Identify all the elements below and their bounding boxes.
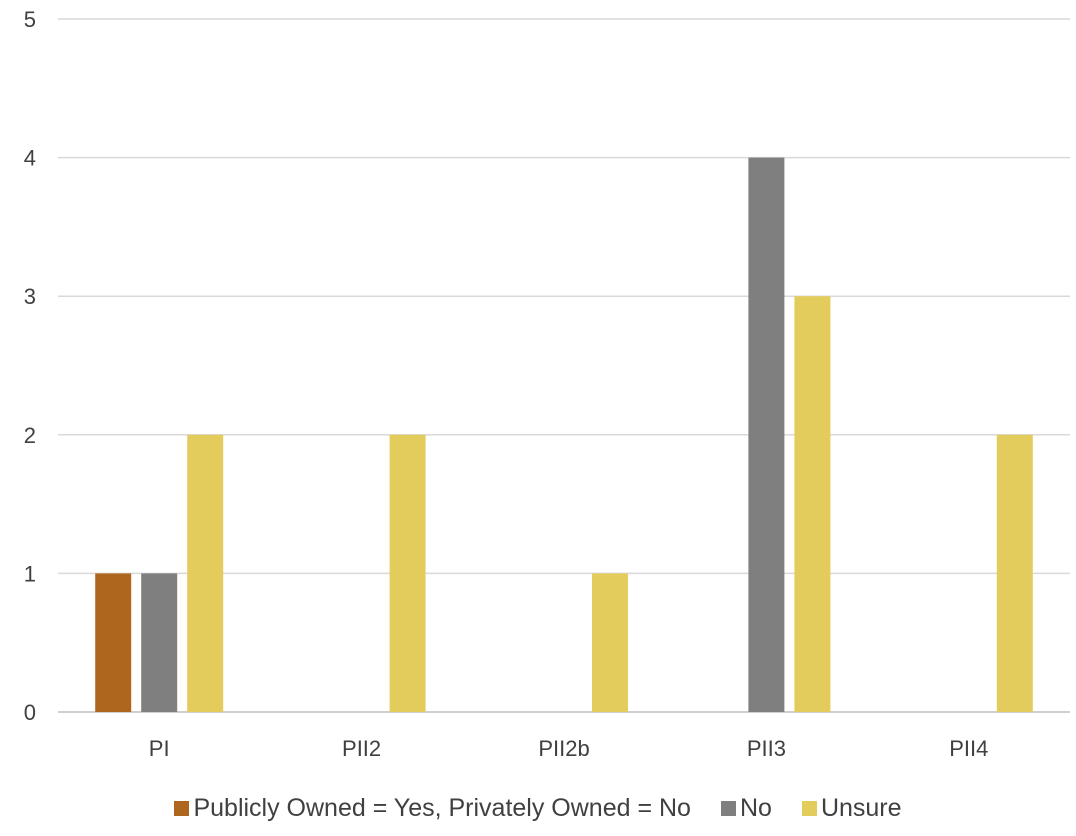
bars <box>95 157 1033 713</box>
legend-item-series-2: Unsure <box>801 793 902 823</box>
x-tick-label: PII2b <box>538 736 589 761</box>
bar-pi-series-2 <box>187 434 224 712</box>
x-tick-label: PI <box>149 736 170 761</box>
bar-pii4-series-2 <box>996 434 1033 712</box>
y-tick-label: 0 <box>24 700 36 725</box>
legend-swatch-series-2 <box>801 800 817 816</box>
legend: Publicly Owned = Yes, Privately Owned = … <box>0 788 1076 828</box>
y-tick-label: 2 <box>24 423 36 448</box>
legend-item-series-1: No <box>720 793 772 823</box>
legend-item-series-0: Publicly Owned = Yes, Privately Owned = … <box>174 794 691 823</box>
bar-pii3-series-2 <box>794 296 831 712</box>
x-tick-label: PII4 <box>949 736 988 761</box>
legend-swatch-series-0 <box>174 800 190 816</box>
y-axis-ticks: 0 1 2 3 4 5 <box>24 7 36 725</box>
legend-label-series-2: Unsure <box>820 793 902 822</box>
legend-swatch-series-1 <box>720 800 736 816</box>
x-tick-label: PII3 <box>747 736 786 761</box>
y-tick-label: 3 <box>24 284 36 309</box>
gridlines <box>58 18 1070 713</box>
y-tick-label: 5 <box>24 7 36 32</box>
legend-label-series-1: No <box>739 793 772 822</box>
bar-pi-series-1 <box>141 573 178 712</box>
y-tick-label: 1 <box>24 561 36 586</box>
bar-pii3-series-1 <box>748 157 785 713</box>
x-tick-label: PII2 <box>342 736 381 761</box>
bar-pii2-series-2 <box>389 434 426 712</box>
x-axis-ticks: PI PII2 PII2b PII3 PII4 <box>149 736 989 761</box>
bar-pii2b-series-2 <box>592 573 628 712</box>
bar-pi-series-0 <box>95 573 132 712</box>
legend-label-series-0: Publicly Owned = Yes, Privately Owned = … <box>193 793 691 822</box>
y-tick-label: 4 <box>24 146 36 171</box>
